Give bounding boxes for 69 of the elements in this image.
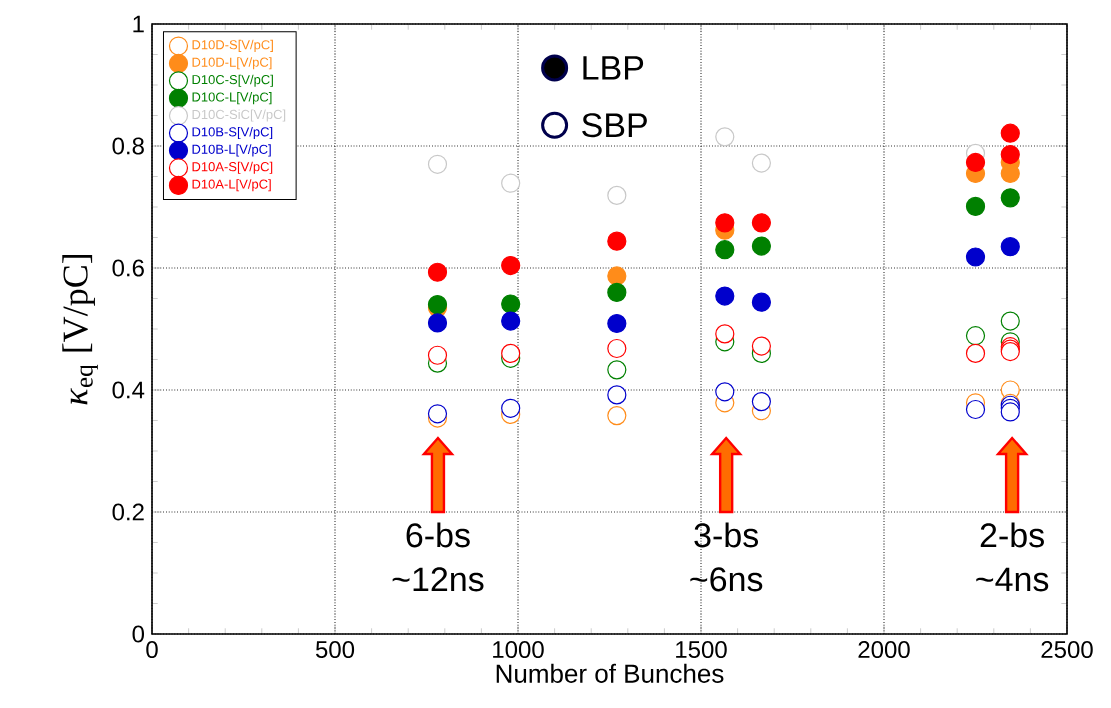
point bbox=[1000, 311, 1020, 331]
annotation: SBP bbox=[582, 113, 647, 138]
point bbox=[715, 240, 735, 260]
legend-label: D10A-L[V/pC] bbox=[192, 179, 271, 192]
point bbox=[715, 382, 735, 402]
x-tick-label: 500 bbox=[315, 641, 355, 659]
point bbox=[607, 406, 627, 426]
annotation: LBP bbox=[583, 56, 644, 80]
point bbox=[607, 185, 627, 206]
x-tick-label: 2000 bbox=[858, 641, 910, 659]
y-tick-label: 1 bbox=[133, 15, 144, 33]
point bbox=[1000, 123, 1020, 143]
y-tick-label: 0.4 bbox=[112, 381, 145, 399]
legend-label: D10B-L[V/pC] bbox=[192, 144, 271, 157]
point bbox=[501, 398, 521, 418]
point bbox=[965, 399, 986, 420]
point bbox=[427, 154, 448, 174]
point bbox=[607, 313, 627, 334]
point bbox=[751, 336, 771, 356]
x-axis-title: Number of Bunches bbox=[496, 663, 724, 683]
point bbox=[751, 236, 771, 256]
point bbox=[715, 213, 735, 233]
point bbox=[607, 231, 627, 251]
point bbox=[751, 391, 771, 412]
x-tick-label: 1500 bbox=[676, 641, 727, 659]
point bbox=[501, 255, 521, 276]
point bbox=[607, 360, 627, 380]
legend-label: D10A-S[V/pC] bbox=[192, 161, 273, 174]
point bbox=[1000, 144, 1020, 165]
point bbox=[607, 282, 627, 302]
legend-label: D10B-S[V/pC] bbox=[192, 126, 273, 140]
point bbox=[751, 153, 771, 173]
legend-label: D10D-S[V/pC] bbox=[192, 39, 273, 52]
point bbox=[965, 343, 986, 363]
point bbox=[965, 247, 986, 267]
y-axis-title: κ$_{eq}$ [V/pC] bbox=[62, 254, 98, 405]
point bbox=[501, 343, 521, 363]
x-tick-label: 1000 bbox=[493, 641, 544, 659]
point bbox=[1000, 188, 1020, 208]
y-tick-label: 0.8 bbox=[112, 137, 144, 155]
annotation: 6-bs ~12ns bbox=[392, 522, 484, 592]
legend-label: D10D-L[V/pC] bbox=[192, 57, 272, 70]
point bbox=[715, 286, 735, 306]
legend-label: D10C-S[V/pC] bbox=[192, 74, 273, 87]
point bbox=[751, 213, 771, 233]
point bbox=[965, 326, 986, 346]
point bbox=[607, 385, 627, 405]
x-tick-label: 2500 bbox=[1041, 641, 1093, 659]
point bbox=[501, 173, 521, 193]
point bbox=[427, 345, 448, 365]
point bbox=[427, 262, 448, 282]
y-tick-label: 0.6 bbox=[112, 259, 144, 277]
x-tick-label: 0 bbox=[146, 641, 158, 659]
point bbox=[501, 311, 521, 331]
y-tick-label: 0 bbox=[132, 625, 145, 643]
point bbox=[751, 292, 771, 312]
point bbox=[965, 152, 986, 173]
point bbox=[501, 294, 521, 314]
annotation: 3-bs ~6ns bbox=[690, 522, 763, 592]
legend-label: D10C-L[V/pC] bbox=[192, 92, 272, 105]
y-tick-label: 0.2 bbox=[112, 503, 144, 521]
point bbox=[607, 266, 627, 286]
point bbox=[427, 313, 448, 333]
point bbox=[1000, 237, 1020, 257]
point bbox=[607, 338, 627, 359]
point bbox=[965, 196, 986, 216]
annotation: 2-bs ~4ns bbox=[976, 522, 1049, 592]
point bbox=[715, 324, 735, 344]
point bbox=[715, 127, 735, 147]
